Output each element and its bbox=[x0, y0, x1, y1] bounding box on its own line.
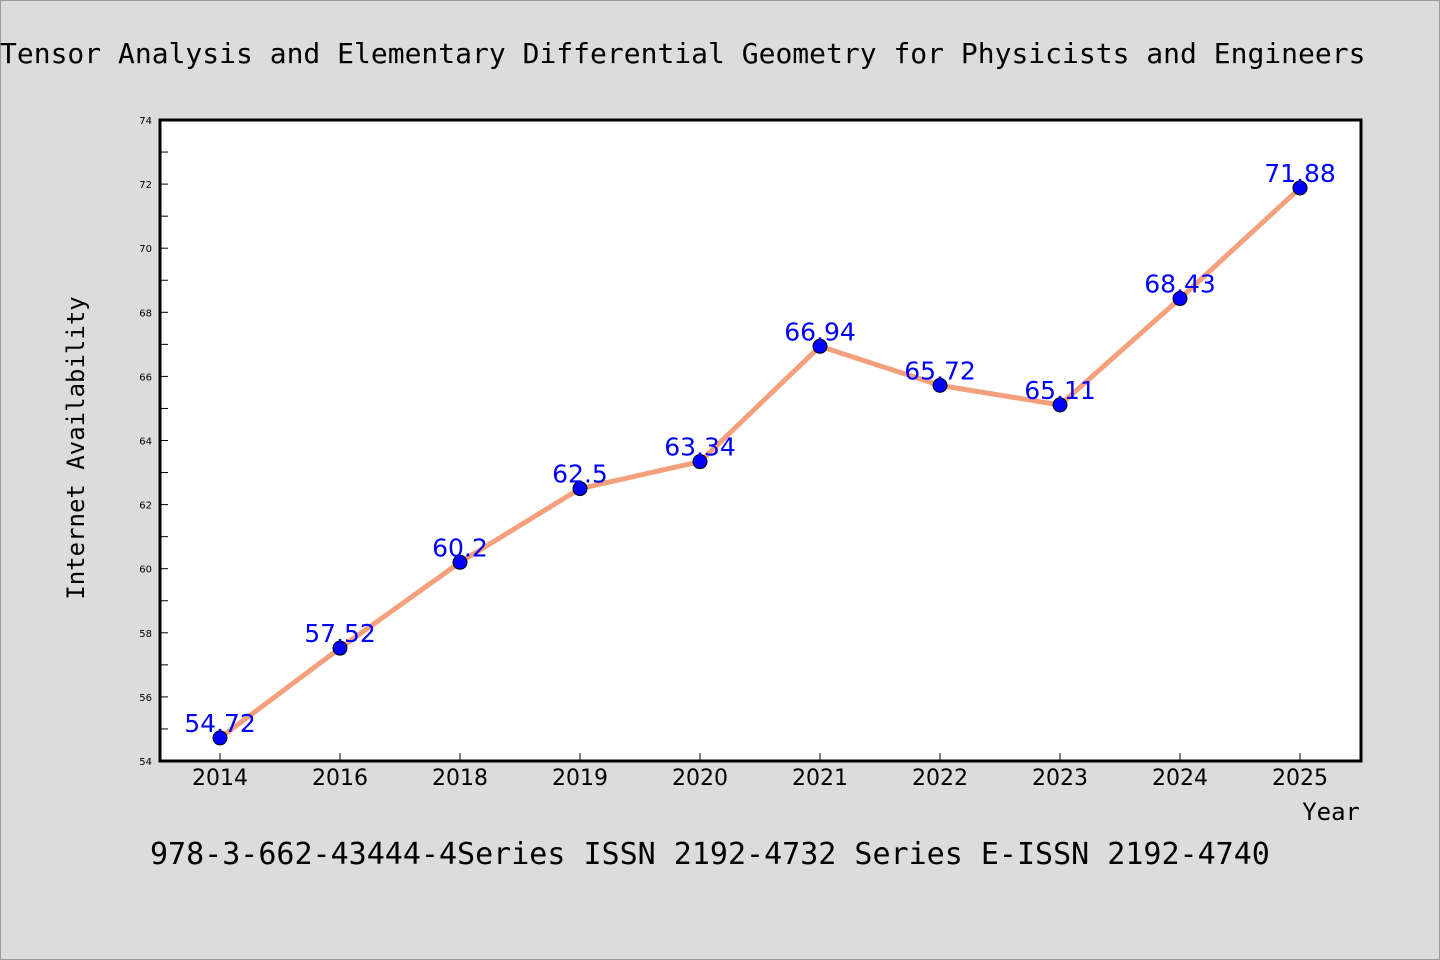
x-axis: 2014 2016 2018 2019 2020 2021 2022 2023 2024 2025 bbox=[192, 753, 1328, 791]
x-tick-label: 2016 bbox=[312, 766, 368, 791]
data-point bbox=[1052, 397, 1068, 413]
data-point bbox=[1172, 291, 1188, 307]
data-label: 71.88 bbox=[1264, 159, 1336, 188]
footer-text: 978-3-662-43444-4Series ISSN 2192-4732 S… bbox=[150, 837, 1270, 872]
y-tick-label: 72 bbox=[139, 180, 152, 191]
x-tick-label: 2014 bbox=[192, 766, 248, 791]
y-axis: 54 56 58 60 62 64 66 68 70 72 74 bbox=[139, 116, 168, 768]
series-line bbox=[217, 185, 1303, 741]
data-label: 60.2 bbox=[432, 533, 488, 562]
data-point bbox=[332, 640, 348, 656]
x-tick-label: 2024 bbox=[1152, 766, 1208, 791]
data-label: 62.5 bbox=[552, 460, 608, 489]
data-label: 57.52 bbox=[304, 619, 376, 648]
x-tick-label: 2021 bbox=[792, 766, 848, 791]
y-tick-label: 60 bbox=[139, 565, 152, 576]
data-label: 66.94 bbox=[784, 317, 856, 346]
x-tick-label: 2023 bbox=[1032, 766, 1088, 791]
x-tick-label: 2019 bbox=[552, 766, 608, 791]
data-labels: 54.72 57.52 60.2 62.5 63.34 66.94 65.72 65.11 68… bbox=[184, 159, 1336, 738]
x-tick-label: 2020 bbox=[672, 766, 728, 791]
y-tick-label: 62 bbox=[139, 501, 152, 512]
data-point bbox=[812, 338, 828, 354]
data-label: 63.34 bbox=[664, 433, 736, 462]
data-points bbox=[212, 180, 1308, 746]
y-tick-label: 66 bbox=[139, 372, 152, 383]
x-axis-label: Year bbox=[1302, 798, 1360, 826]
y-tick-label: 64 bbox=[139, 437, 152, 448]
data-label: 54.72 bbox=[184, 709, 256, 738]
y-tick-label: 54 bbox=[139, 757, 152, 768]
x-tick-label: 2018 bbox=[432, 766, 488, 791]
data-label: 65.72 bbox=[904, 356, 976, 385]
data-point bbox=[452, 554, 468, 570]
data-label: 68.43 bbox=[1144, 270, 1216, 299]
y-tick-label: 58 bbox=[139, 629, 152, 640]
data-point bbox=[692, 454, 708, 470]
data-point bbox=[212, 730, 228, 746]
y-axis-label: Internet Availability bbox=[62, 296, 90, 599]
plot-area bbox=[158, 118, 1363, 763]
chart-title: Tensor Analysis and Elementary Different… bbox=[0, 37, 1365, 70]
data-label: 65.11 bbox=[1024, 376, 1096, 405]
x-tick-label: 2022 bbox=[912, 766, 968, 791]
x-tick-label: 2025 bbox=[1272, 766, 1328, 791]
y-tick-label: 68 bbox=[139, 308, 152, 319]
data-point bbox=[932, 377, 948, 393]
y-tick-label: 56 bbox=[139, 693, 152, 704]
data-point bbox=[572, 481, 588, 497]
y-tick-label: 74 bbox=[139, 116, 152, 127]
data-point bbox=[1292, 180, 1308, 196]
y-tick-label: 70 bbox=[139, 244, 152, 255]
